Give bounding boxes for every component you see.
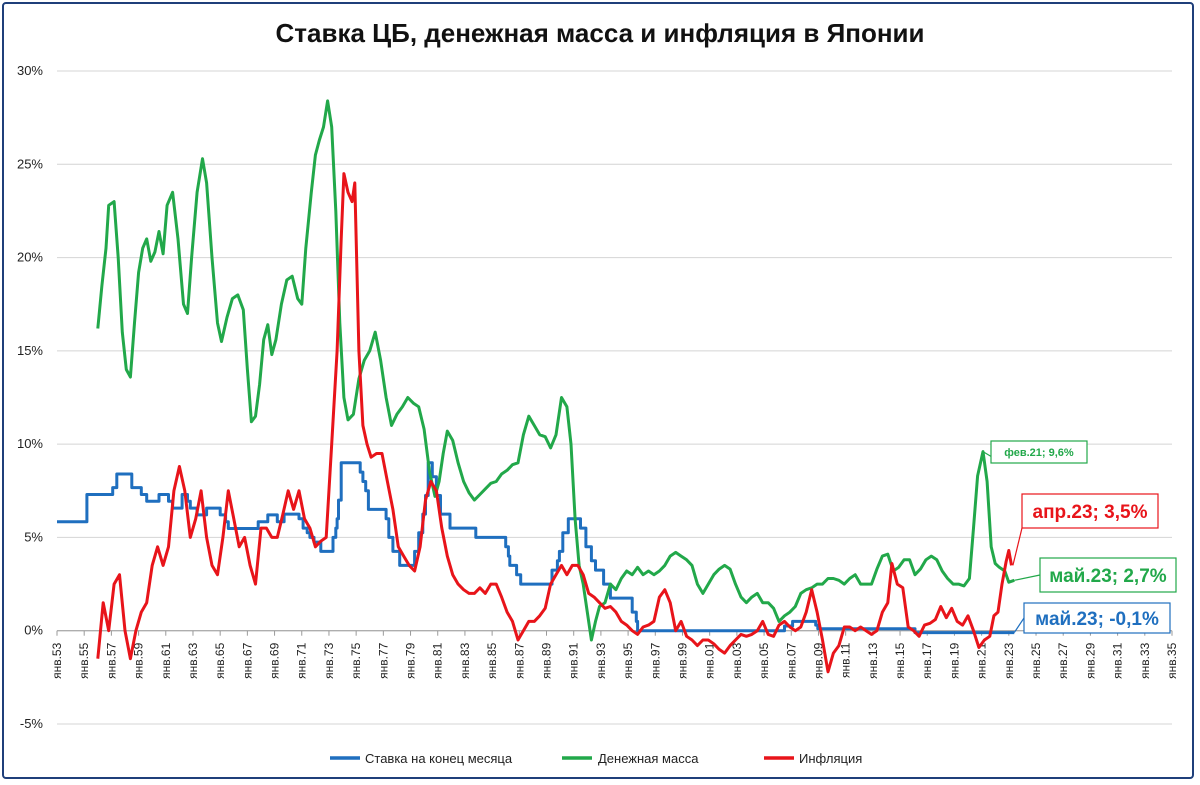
- legend-label: Ставка на конец месяца: [365, 751, 513, 766]
- x-tick-label: янв.77: [376, 642, 390, 679]
- grid-layer: [57, 70, 1172, 725]
- annotation-box: [1039, 557, 1177, 593]
- x-tick-label: янв.27: [1056, 642, 1070, 679]
- legend-label: Инфляция: [799, 751, 862, 766]
- x-tick-label: янв.09: [811, 642, 825, 679]
- x-tick-label: янв.13: [866, 642, 880, 679]
- x-tick-label: янв.11: [839, 642, 853, 678]
- legend-item: Ставка на конец месяца: [330, 751, 513, 766]
- x-tick-label: янв.61: [159, 642, 173, 679]
- annotation-box: [990, 440, 1088, 464]
- x-tick-label: янв.07: [784, 642, 798, 679]
- x-tick-label: янв.53: [50, 642, 64, 679]
- x-tick-label: янв.17: [920, 642, 934, 679]
- legend-label: Денежная масса: [598, 751, 699, 766]
- annotation-label: апр.23; 3,5%: [1033, 502, 1148, 523]
- x-tick-label: янв.57: [104, 642, 118, 679]
- annotation-leader: [1012, 527, 1023, 566]
- x-tick-label: янв.01: [703, 642, 717, 679]
- annotations-layer: фев.21; 9,6% апр.23; 3,5% май.23; 2,7% май.…: [982, 440, 1177, 634]
- x-tick-label: янв.73: [322, 642, 336, 679]
- y-axis-ticks: -5% 0% 5% 10% 15% 20% 25% 30%: [17, 63, 43, 731]
- x-tick-label: янв.15: [893, 642, 907, 679]
- legend: Ставка на конец месяца Денежная масса Инфл…: [330, 751, 862, 766]
- x-tick-label: янв.55: [77, 642, 91, 679]
- y-tick-label: 10%: [17, 436, 43, 451]
- x-tick-label: янв.67: [240, 642, 254, 679]
- series-line-inflation: [96, 172, 1013, 674]
- y-tick-label: -5%: [20, 716, 44, 731]
- x-tick-label: янв.25: [1029, 642, 1043, 679]
- x-tick-label: янв.93: [594, 642, 608, 679]
- x-tick-label: янв.21: [975, 642, 989, 679]
- x-tick-label: янв.19: [947, 642, 961, 679]
- x-tick-label: янв.97: [648, 642, 662, 679]
- y-tick-label: 20%: [17, 250, 43, 265]
- annotation-callout: май.23; 2,7%: [1014, 557, 1177, 593]
- x-tick-label: янв.99: [675, 642, 689, 679]
- legend-item: Денежная масса: [562, 751, 699, 766]
- x-tick-label: янв.91: [567, 642, 581, 679]
- x-tick-label: янв.71: [295, 642, 309, 679]
- annotation-callout: май.23; -0,1%: [1013, 602, 1171, 634]
- x-tick-label: янв.63: [186, 642, 200, 679]
- x-tick-label: янв.59: [132, 642, 146, 679]
- x-tick-label: янв.89: [540, 642, 554, 679]
- x-tick-label: янв.69: [268, 642, 282, 679]
- x-tick-label: янв.83: [458, 642, 472, 679]
- annotation-label: май.23; -0,1%: [1035, 609, 1159, 630]
- legend-item: Инфляция: [764, 751, 862, 766]
- annotation-label: фев.21; 9,6%: [1004, 447, 1074, 459]
- annotation-label: май.23; 2,7%: [1049, 566, 1166, 587]
- x-tick-label: янв.65: [213, 642, 227, 679]
- annotation-box: [1021, 493, 1159, 529]
- series-line-rate: [57, 461, 1015, 635]
- annotation-leader: [1014, 574, 1041, 581]
- x-tick-label: янв.85: [485, 642, 499, 679]
- x-tick-label: янв.29: [1083, 642, 1097, 679]
- x-tick-label: янв.05: [757, 642, 771, 679]
- series-layer: [57, 99, 1015, 674]
- y-tick-label: 30%: [17, 63, 43, 78]
- annotation-callout: апр.23; 3,5%: [1012, 493, 1159, 566]
- annotation-leader: [1013, 617, 1025, 633]
- x-tick-label: янв.23: [1002, 642, 1016, 679]
- y-tick-label: 0%: [24, 623, 43, 638]
- x-tick-label: янв.79: [404, 642, 418, 679]
- y-tick-label: 25%: [17, 156, 43, 171]
- chart-title: Ставка ЦБ, денежная масса и инфляция в Я…: [275, 18, 925, 48]
- y-tick-label: 15%: [17, 343, 43, 358]
- x-tick-label: янв.95: [621, 642, 635, 679]
- x-axis-ticks: янв.53 янв.55 янв.57 янв.59 янв.61 янв.63 янв.…: [50, 630, 1179, 679]
- series-line-money-supply: [96, 99, 1015, 642]
- x-tick-label: янв.87: [512, 642, 526, 679]
- annotation-box: [1023, 602, 1171, 634]
- annotation-callout: фев.21; 9,6%: [982, 440, 1088, 464]
- x-tick-label: янв.75: [349, 642, 363, 679]
- x-tick-label: янв.31: [1111, 642, 1125, 679]
- x-tick-label: янв.33: [1138, 642, 1152, 679]
- x-tick-label: янв.03: [730, 642, 744, 679]
- x-tick-label: янв.35: [1165, 642, 1179, 679]
- x-tick-label: янв.81: [431, 642, 445, 679]
- y-tick-label: 5%: [24, 529, 43, 544]
